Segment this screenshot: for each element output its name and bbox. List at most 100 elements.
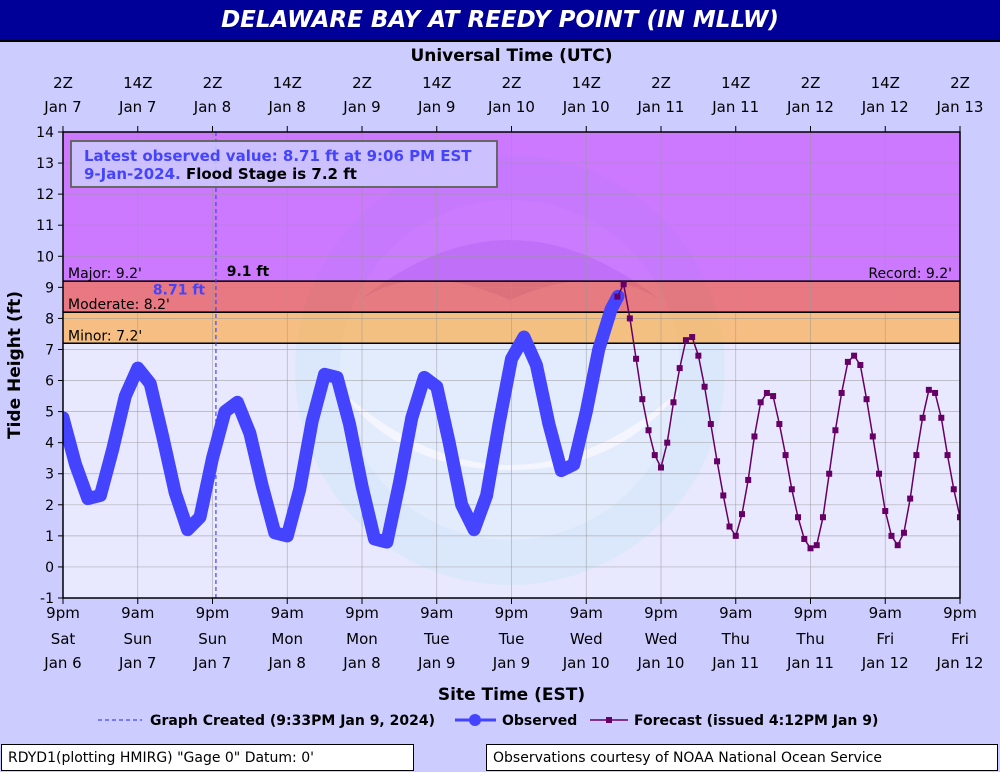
- x-tick-label-time: 9am: [121, 604, 154, 622]
- forecast-point: [938, 414, 945, 421]
- observed-point: [282, 530, 293, 541]
- x-tick-label-day: Tue: [423, 630, 450, 648]
- x-tick-label-time: 9pm: [495, 604, 529, 622]
- y-tick-label: 1: [45, 529, 54, 545]
- observed-point: [207, 453, 218, 464]
- observed-point: [556, 465, 567, 476]
- x-tick-label-time: 9am: [869, 604, 902, 622]
- observed-point: [581, 406, 592, 417]
- y-tick-label: 10: [36, 249, 54, 265]
- observed-point: [381, 537, 392, 548]
- observed-point: [244, 428, 255, 439]
- forecast-point: [957, 514, 960, 521]
- forecast-point: [801, 535, 808, 542]
- x-tick-label-time: 9pm: [644, 604, 678, 622]
- forecast-point: [701, 383, 708, 390]
- y-axis-label: Tide Height (ft): [5, 291, 25, 439]
- x-tick-label-time: 9pm: [196, 604, 230, 622]
- top-tick-label-date: Jan 9: [417, 98, 455, 116]
- forecast-point: [913, 452, 920, 459]
- observed-point: [232, 397, 243, 408]
- observed-point: [269, 527, 280, 538]
- observed-point: [120, 391, 131, 402]
- y-tick-label: 6: [45, 374, 54, 390]
- legend-observed: Observed: [502, 713, 577, 729]
- chart-title: DELAWARE BAY AT REEDY POINT (IN MLLW): [221, 7, 779, 33]
- y-tick-label: 13: [36, 156, 54, 172]
- forecast-point: [720, 492, 727, 499]
- forecast-point: [689, 334, 696, 341]
- forecast-point: [807, 545, 814, 552]
- latest-observation-line1: Latest observed value: 8.71 ft at 9:06 P…: [84, 147, 472, 165]
- top-tick-label-date: Jan 7: [43, 98, 81, 116]
- forecast-point: [645, 427, 652, 434]
- gage-datum-info: RDYD1(plotting HMIRG) "Gage 0" Datum: 0': [1, 744, 414, 771]
- x-tick-label-time: 9am: [719, 604, 752, 622]
- top-tick-label-hour: 2Z: [203, 74, 223, 92]
- forecast-point: [851, 352, 858, 359]
- forecast-point: [857, 362, 864, 368]
- observed-point: [132, 363, 143, 374]
- observed-peak-label: 8.71 ft: [153, 282, 206, 298]
- x-tick-label-time: 9pm: [943, 604, 977, 622]
- observed-point: [406, 412, 417, 423]
- forecast-point: [695, 352, 702, 359]
- top-tick-label-hour: 14Z: [273, 74, 302, 92]
- top-tick-label-date: Jan 8: [268, 98, 306, 116]
- forecast-point: [670, 399, 677, 406]
- forecast-point: [782, 452, 789, 459]
- forecast-point: [882, 508, 889, 515]
- y-tick-label: 9: [45, 280, 54, 296]
- x-tick-label-day: Sun: [123, 630, 152, 648]
- forecast-point: [633, 355, 640, 362]
- forecast-point: [738, 511, 745, 518]
- y-tick-label: 0: [45, 560, 54, 576]
- forecast-point: [900, 529, 907, 536]
- x-tick-label-date: Jan 7: [118, 654, 156, 672]
- top-tick-label-date: Jan 13: [936, 98, 984, 116]
- observed-point: [494, 419, 505, 430]
- observed-point: [506, 353, 517, 364]
- x-tick-label-day: Mon: [271, 630, 303, 648]
- top-tick-label-hour: 2Z: [651, 74, 671, 92]
- top-tick-label-hour: 14Z: [422, 74, 451, 92]
- top-tick-label-hour: 2Z: [502, 74, 522, 92]
- top-tick-label-hour: 14Z: [572, 74, 601, 92]
- y-tick-label: 8: [45, 311, 54, 327]
- observed-point: [344, 419, 355, 430]
- x-tick-label-date: Jan 7: [193, 654, 231, 672]
- x-tick-label-date: Jan 9: [417, 654, 455, 672]
- forecast-point: [963, 539, 969, 545]
- top-tick-label-date: Jan 10: [487, 98, 535, 116]
- legend-graph-created: Graph Created (9:33PM Jan 9, 2024): [150, 713, 435, 729]
- x-tick-label-time: 9pm: [794, 604, 828, 622]
- title-bar: DELAWARE BAY AT REEDY POINT (IN MLLW): [0, 0, 1000, 42]
- x-tick-label-day: Sat: [51, 630, 76, 648]
- forecast-point: [795, 514, 802, 521]
- x-tick-label-time: 9am: [570, 604, 603, 622]
- forecast-point: [844, 358, 851, 365]
- forecast-point: [950, 486, 957, 493]
- forecast-point: [894, 542, 901, 549]
- observed-point: [107, 443, 118, 454]
- forecast-point: [869, 433, 876, 440]
- forecast-point: [620, 281, 627, 288]
- y-tick-label: 14: [36, 125, 54, 141]
- forecast-point: [682, 337, 689, 344]
- top-tick-label-date: Jan 9: [342, 98, 380, 116]
- x-tick-label-date: Jan 12: [936, 654, 984, 672]
- observed-point: [369, 533, 380, 544]
- forecast-point: [969, 548, 975, 554]
- top-tick-label-hour: 2Z: [53, 74, 73, 92]
- observed-point: [307, 415, 318, 426]
- forecast-point: [751, 433, 758, 440]
- forecast-point: [819, 514, 826, 521]
- top-axis-title: Universal Time (UTC): [410, 46, 612, 66]
- x-tick-label-day: Wed: [645, 630, 678, 648]
- observed-point: [332, 372, 343, 383]
- x-tick-label-date: Jan 8: [342, 654, 380, 672]
- x-tick-label-day: Thu: [721, 630, 750, 648]
- x-tick-label-day: Fri: [876, 630, 894, 648]
- y-tick-label: 3: [45, 467, 54, 483]
- x-tick-label-date: Jan 9: [492, 654, 530, 672]
